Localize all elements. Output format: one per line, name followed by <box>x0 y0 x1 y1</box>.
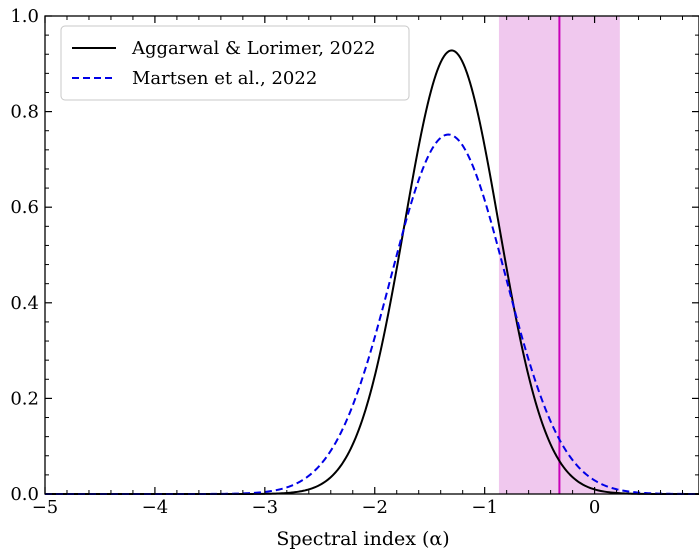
y-tick-label: 0.0 <box>10 484 39 505</box>
x-tick-label: 0 <box>589 497 600 518</box>
x-axis-label: Spectral index (α) <box>276 528 449 550</box>
x-tick-label: −5 <box>32 497 59 518</box>
y-tick-label: 0.6 <box>10 197 39 218</box>
legend: Aggarwal & Lorimer, 2022 Martsen et al.,… <box>60 25 410 101</box>
x-tick-label: −1 <box>471 497 498 518</box>
x-tick-label: −3 <box>252 497 279 518</box>
y-tick-label: 1.0 <box>10 6 39 27</box>
x-tick-label: −2 <box>361 497 388 518</box>
legend-label-aggarwal: Aggarwal & Lorimer, 2022 <box>131 38 376 59</box>
plot-frame <box>44 15 699 495</box>
y-tick-label: 0.2 <box>10 388 39 409</box>
series-line-1 <box>45 133 699 495</box>
ticks-layer: −5 −4 −3 −2 −1 0 0.0 0.2 0.4 0.6 0.8 1.0 <box>10 6 699 518</box>
y-tick-label: 0.4 <box>10 293 39 314</box>
x-tick-label: −4 <box>142 497 169 518</box>
legend-label-martsen: Martsen et al., 2022 <box>132 68 317 89</box>
legend-box <box>60 25 410 101</box>
y-tick-label: 0.8 <box>10 102 39 123</box>
